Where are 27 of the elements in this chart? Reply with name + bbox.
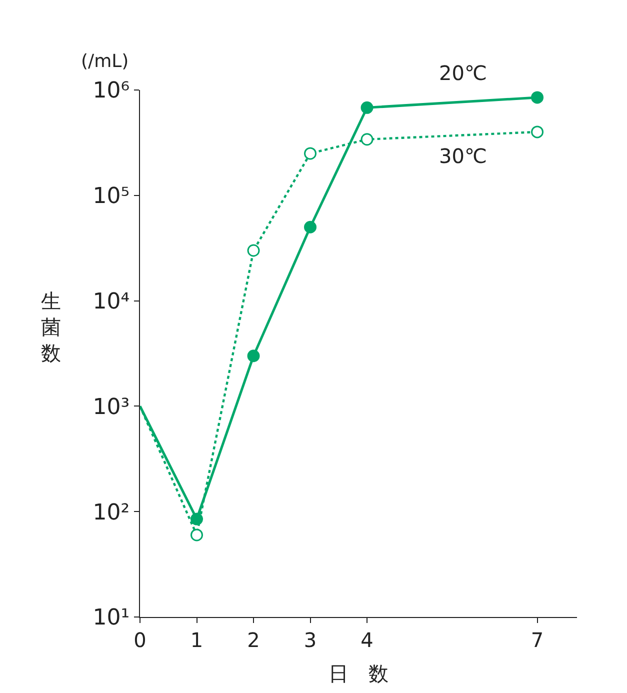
- x-tick-label: 3: [304, 628, 317, 652]
- point: [247, 350, 260, 362]
- y-tick-label: 10³: [92, 394, 130, 420]
- point: [531, 126, 544, 138]
- point: [190, 528, 203, 542]
- series-label: 30℃: [439, 144, 487, 168]
- y-tick-label: 10⁴: [92, 290, 130, 314]
- y-tick-label: 10⁶: [92, 78, 130, 104]
- point: [247, 244, 260, 257]
- point: [360, 133, 374, 146]
- x-tick-label: 2: [247, 628, 260, 652]
- x-tick-label: 1: [190, 628, 204, 652]
- point: [190, 512, 203, 526]
- text: (/mL): [81, 51, 129, 72]
- x-tick-label: 7: [530, 628, 544, 652]
- point: [304, 147, 317, 160]
- x-axis-title: 日 数: [328, 662, 388, 686]
- x-tick-label: 4: [360, 628, 374, 652]
- x-tick-label: 0: [134, 628, 146, 652]
- point: [360, 101, 374, 114]
- point: [304, 220, 317, 234]
- y-tick-label: 10¹: [92, 606, 130, 631]
- point: [531, 91, 544, 104]
- series-label: 20℃: [439, 61, 487, 85]
- y-axis-title: 生菌数: [41, 289, 61, 365]
- y-tick-label: 10⁵: [92, 184, 130, 210]
- y-tick-label: 10²: [92, 500, 130, 526]
